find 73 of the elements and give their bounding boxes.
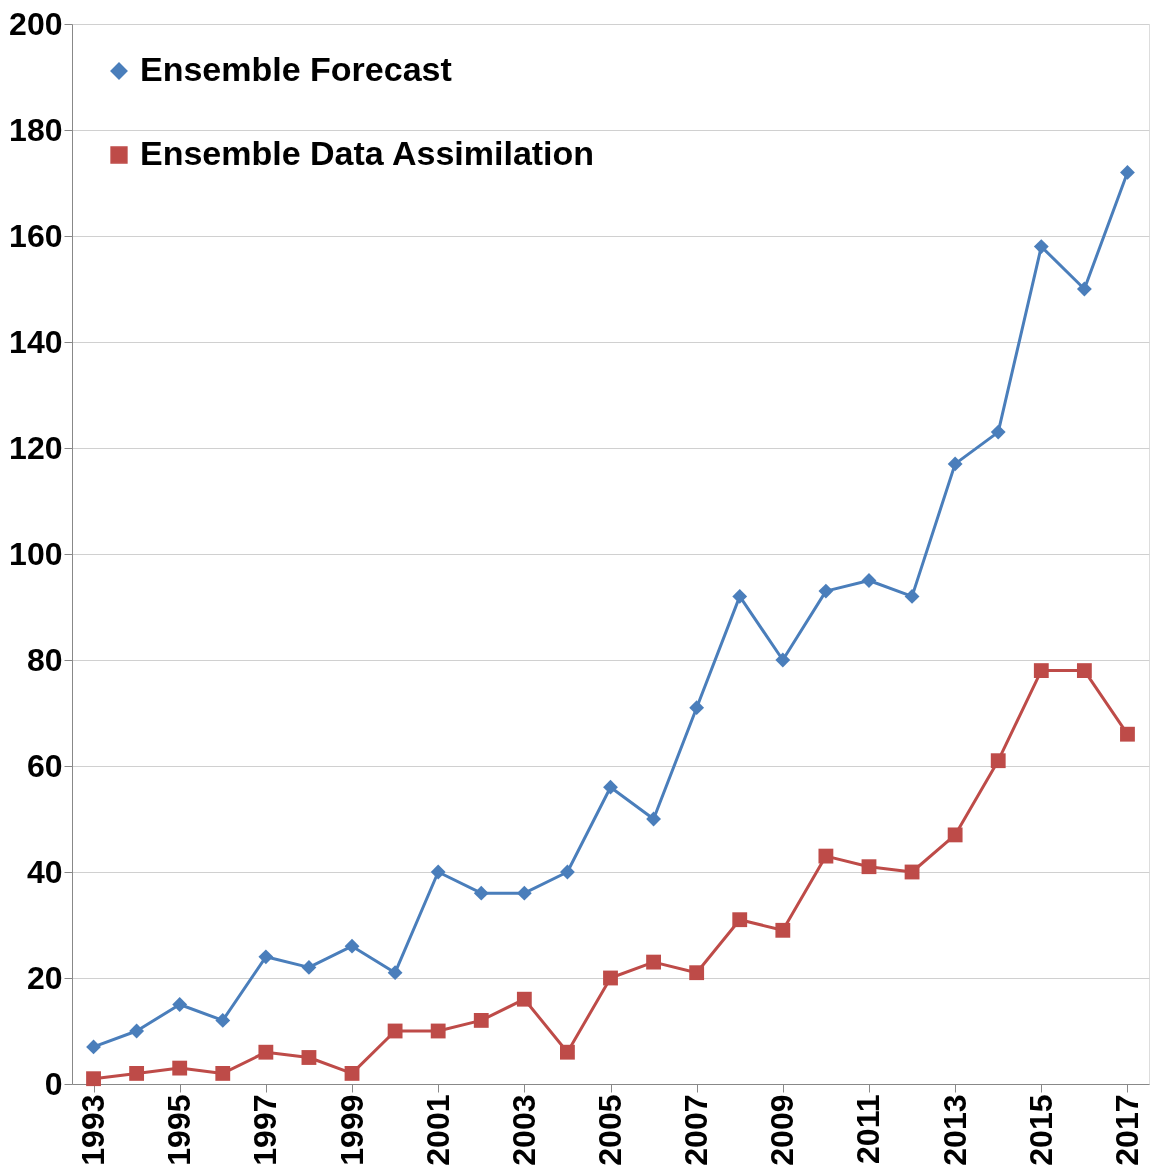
point [603,970,618,986]
point [689,700,705,716]
point [258,949,274,965]
y-tick-label: 40 [26,853,63,890]
point [344,938,360,954]
x-tick-label: 1999 [333,1094,370,1166]
point [904,588,920,604]
point [603,779,618,795]
y-tick-label: 120 [9,429,63,466]
x-tick-label: 1993 [75,1094,112,1166]
point [947,456,963,472]
point [1120,726,1135,742]
x-tick-label: 2009 [764,1094,801,1166]
x-tick-label: 2007 [678,1094,715,1166]
point [387,1023,403,1039]
point [172,1060,188,1076]
point [775,922,791,938]
point [516,885,532,901]
point [430,1023,446,1039]
x-tick-label: 2005 [592,1094,628,1166]
point [430,864,446,880]
y-tick-label: 60 [26,747,63,784]
point [172,997,188,1012]
point [1076,663,1092,679]
x-tick-label: 2003 [505,1094,542,1166]
point [516,991,532,1007]
x-tick-label: 2017 [1108,1094,1145,1166]
point [818,583,834,599]
point [689,965,705,981]
point [344,1065,360,1081]
point [560,1044,575,1060]
point [86,1071,101,1087]
y-tick-label: 180 [9,111,63,148]
point [732,912,748,928]
point [301,1050,317,1065]
y-tick-label: 100 [9,535,63,572]
x-tick-label: 2015 [1022,1094,1059,1166]
point [560,864,575,880]
point [947,827,963,843]
point [301,959,317,975]
x-tick-label: 1997 [247,1094,284,1166]
point [732,588,748,604]
point [818,848,834,864]
point [1033,663,1049,679]
point [473,1012,489,1028]
point [646,954,661,970]
y-tick-label: 20 [26,959,63,996]
point [215,1012,231,1028]
y-tick-label: 140 [9,323,63,360]
point [861,859,877,875]
point [387,965,403,981]
x-tick-label: 1995 [161,1094,198,1166]
x-tick-label: 2013 [936,1094,973,1166]
point [990,424,1006,440]
legend-label: Ensemble Data Assimilation [140,134,595,172]
y-tick-label: 200 [9,5,63,42]
x-tick-label: 2011 [850,1094,887,1164]
point [215,1065,231,1081]
point [258,1044,274,1060]
point [1076,281,1092,297]
y-tick-label: 0 [44,1065,63,1102]
x-tick-label: 2001 [419,1094,456,1166]
legend-label: Ensemble Forecast [140,50,452,88]
point [473,885,489,901]
point [129,1065,145,1081]
point [775,652,791,668]
point [1120,164,1135,180]
y-tick-label: 80 [26,641,63,678]
point [1033,239,1049,255]
y-tick-label: 160 [9,217,63,254]
point [86,1039,101,1055]
point [990,753,1006,769]
point [129,1023,145,1039]
